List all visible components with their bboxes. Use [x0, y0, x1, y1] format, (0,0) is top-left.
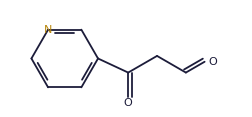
Text: O: O — [124, 98, 133, 108]
Text: O: O — [209, 57, 217, 67]
Text: N: N — [44, 25, 52, 35]
